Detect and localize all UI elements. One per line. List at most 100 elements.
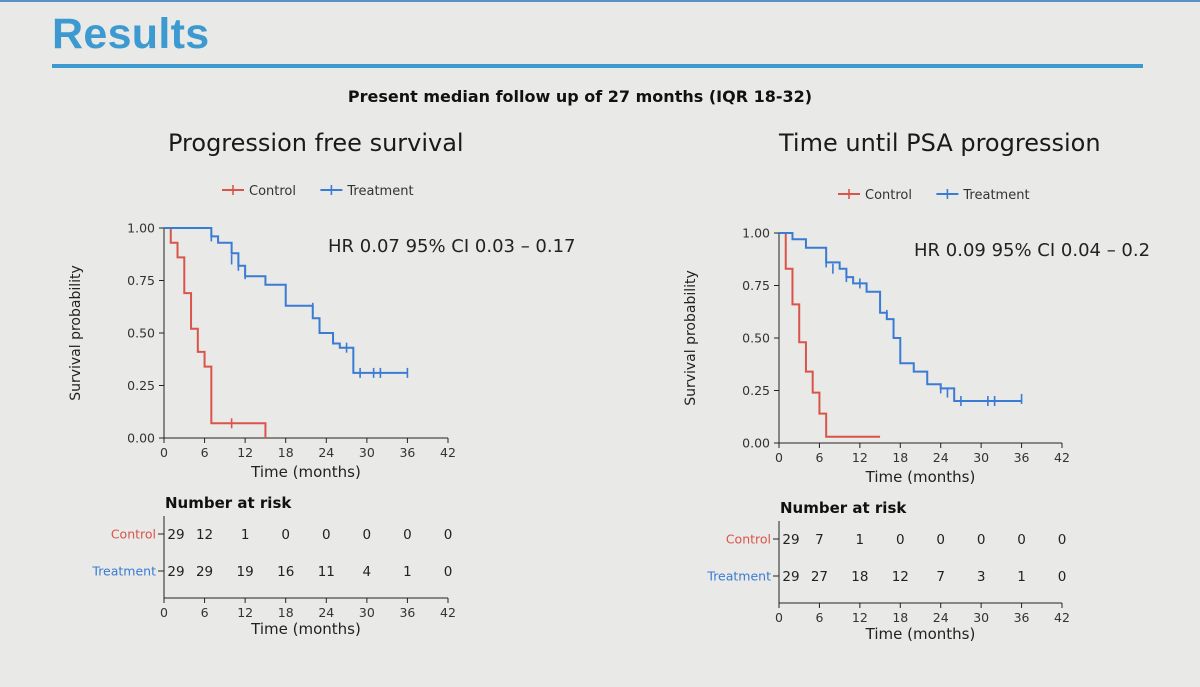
risk-value: 29: [196, 564, 213, 580]
risk-x-tick-label: 0: [775, 610, 783, 625]
risk-x-axis-label: Time (months): [250, 620, 361, 638]
risk-value: 19: [237, 564, 254, 580]
x-tick-label: 42: [440, 445, 456, 460]
x-tick-label: 6: [201, 445, 209, 460]
x-tick-label: 24: [933, 450, 949, 465]
risk-value: 16: [277, 564, 294, 580]
risk-value: 0: [896, 532, 905, 548]
top-border: [0, 0, 1200, 2]
x-tick-label: 24: [318, 445, 334, 460]
risk-x-axis-label: Time (months): [865, 625, 976, 643]
x-tick-label: 12: [852, 450, 868, 465]
y-tick-label: 0.00: [742, 436, 770, 451]
risk-value: 1: [403, 564, 412, 580]
risk-x-tick-label: 24: [318, 605, 334, 620]
risk-row-label-control: Control: [726, 532, 771, 547]
risk-value: 0: [977, 532, 986, 548]
left-chart-title: Progression free survival: [168, 129, 464, 157]
risk-value: 1: [1017, 569, 1026, 585]
slide-title: Results: [52, 10, 210, 58]
x-axis-label: Time (months): [865, 468, 976, 486]
risk-x-tick-label: 42: [1054, 610, 1070, 625]
risk-x-tick-label: 12: [852, 610, 868, 625]
risk-x-tick-label: 30: [973, 610, 989, 625]
km-curve-control: [164, 227, 267, 438]
risk-value: 0: [1058, 532, 1067, 548]
risk-value: 4: [363, 564, 372, 580]
x-tick-label: 30: [359, 445, 375, 460]
risk-value: 0: [322, 527, 331, 543]
risk-value: 0: [1017, 532, 1026, 548]
y-tick-label: 0.00: [127, 431, 155, 446]
risk-value: 3: [977, 569, 986, 585]
risk-value: 0: [281, 527, 290, 543]
y-axis-label: Survival probability: [683, 270, 699, 406]
risk-value: 12: [892, 569, 909, 585]
km-curve-treatment: [164, 227, 408, 374]
title-rule: [52, 64, 1143, 68]
risk-x-tick-label: 12: [237, 605, 253, 620]
y-tick-label: 1.00: [742, 226, 770, 241]
x-tick-label: 30: [973, 450, 989, 465]
risk-value: 29: [167, 564, 184, 580]
risk-value: 0: [1058, 569, 1067, 585]
risk-x-tick-label: 0: [160, 605, 168, 620]
y-tick-label: 1.00: [127, 221, 155, 236]
risk-value: 29: [782, 532, 799, 548]
y-tick-label: 0.25: [127, 378, 155, 393]
risk-row-label-treatment: Treatment: [706, 569, 771, 584]
y-tick-label: 0.25: [742, 383, 770, 398]
x-tick-label: 42: [1054, 450, 1070, 465]
x-tick-label: 18: [278, 445, 294, 460]
risk-value: 0: [444, 564, 453, 580]
risk-value: 1: [241, 527, 250, 543]
risk-value: 29: [782, 569, 799, 585]
risk-row-label-treatment: Treatment: [91, 564, 156, 579]
hazard-ratio-annotation: HR 0.07 95% CI 0.03 – 0.17: [328, 236, 576, 257]
x-tick-label: 18: [892, 450, 908, 465]
risk-x-tick-label: 42: [440, 605, 456, 620]
risk-x-tick-label: 6: [815, 610, 823, 625]
hazard-ratio-annotation: HR 0.09 95% CI 0.04 – 0.2: [914, 240, 1150, 261]
risk-value: 18: [851, 569, 868, 585]
risk-value: 0: [403, 527, 412, 543]
x-tick-label: 36: [1014, 450, 1030, 465]
x-tick-label: 0: [775, 450, 783, 465]
legend-label-treatment: Treatment: [962, 188, 1029, 203]
x-tick-label: 0: [160, 445, 168, 460]
risk-x-tick-label: 36: [1014, 610, 1030, 625]
risk-value: 29: [167, 527, 184, 543]
risk-x-tick-label: 30: [359, 605, 375, 620]
risk-x-tick-label: 6: [201, 605, 209, 620]
x-tick-label: 6: [815, 450, 823, 465]
risk-table-title: Number at risk: [165, 494, 292, 512]
risk-row-label-control: Control: [111, 527, 156, 542]
x-axis-label: Time (months): [250, 463, 361, 481]
legend-label-control: Control: [249, 184, 296, 199]
risk-value: 1: [856, 532, 865, 548]
risk-value: 7: [936, 569, 945, 585]
risk-value: 27: [811, 569, 828, 585]
y-axis-label: Survival probability: [68, 265, 84, 401]
risk-value: 0: [363, 527, 372, 543]
km-curve-treatment: [779, 232, 1022, 402]
risk-value: 12: [196, 527, 213, 543]
risk-value: 7: [815, 532, 824, 548]
y-tick-label: 0.50: [127, 326, 155, 341]
legend-label-control: Control: [865, 188, 912, 203]
x-tick-label: 36: [399, 445, 415, 460]
risk-x-tick-label: 36: [399, 605, 415, 620]
y-tick-label: 0.75: [127, 273, 155, 288]
risk-x-tick-label: 18: [892, 610, 908, 625]
legend-label-treatment: Treatment: [346, 184, 413, 199]
right-chart-title: Time until PSA progression: [779, 129, 1101, 157]
risk-x-tick-label: 24: [933, 610, 949, 625]
x-tick-label: 12: [237, 445, 253, 460]
y-tick-label: 0.50: [742, 331, 770, 346]
risk-value: 0: [936, 532, 945, 548]
risk-value: 0: [444, 527, 453, 543]
risk-table-title: Number at risk: [780, 499, 907, 517]
risk-x-tick-label: 18: [278, 605, 294, 620]
